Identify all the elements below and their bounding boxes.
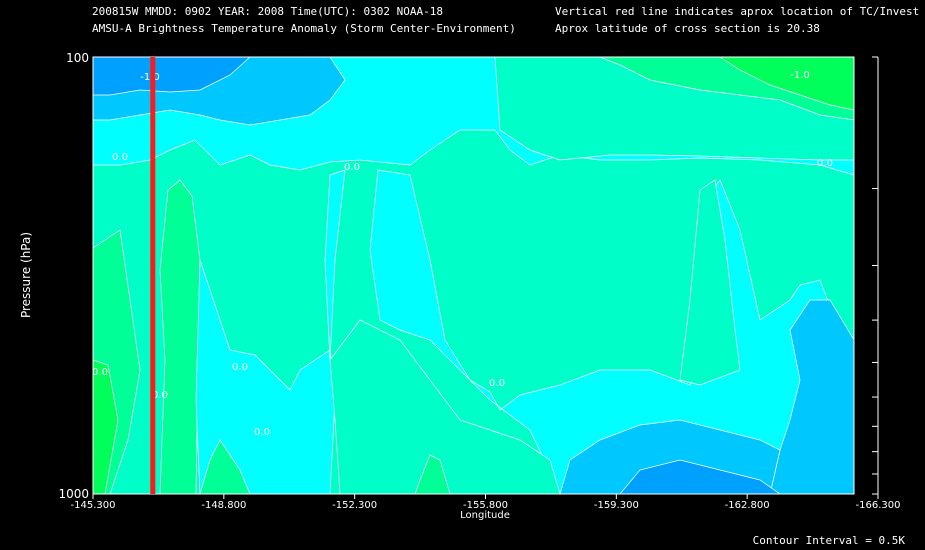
x-tick-label-5: -162.800 — [725, 500, 770, 511]
y-axis-label: Pressure (hPa) — [19, 231, 33, 319]
contour-label-8: 0.0 — [152, 390, 168, 401]
field-minus15-topleft — [92, 56, 251, 96]
x-tick-label-4: -159.300 — [594, 500, 639, 511]
field-minus05-center — [369, 169, 855, 495]
header-line1-right: Vertical red line indicates aprox locati… — [555, 5, 920, 18]
field-minus05-vert — [324, 169, 346, 361]
field-plus05-mid — [159, 179, 201, 495]
field-zero-lowermid — [329, 319, 561, 495]
plot-frame — [92, 56, 855, 495]
contour-label-2: 0.0 — [112, 152, 128, 163]
contour-interval: Contour Interval = 0.5K — [752, 534, 905, 547]
contour-label-9: 0.0 — [232, 362, 248, 373]
x-tick-label-6: -166.300 — [856, 500, 901, 511]
x-tick-marks: -145.300 -148.800 -152.300 -155.800 -159.300… — [71, 494, 901, 511]
x-tick-label-1: -148.800 — [201, 500, 246, 511]
header-line1-left: 200815W MMDD: 0902 YEAR: 2008 Time(UTC):… — [92, 5, 443, 18]
field-zero-rightmid — [679, 179, 741, 386]
contour-label-1: -1.0 — [790, 70, 810, 81]
x-tick-label-3: -155.800 — [463, 500, 508, 511]
header-line2-right: Aprox latitude of cross section is 20.38 — [555, 22, 820, 35]
contour-label-0: -1.0 — [140, 72, 160, 83]
plot-area — [92, 56, 855, 495]
contour-label-5: 0.0 — [92, 367, 108, 378]
x-axis-label: Longitude — [460, 510, 510, 521]
x-tick-label-0: -145.300 — [71, 500, 116, 511]
chart-title: AMSU-A Brightness Temperature Anomaly (S… — [92, 22, 516, 35]
contour-label-4: 0.0 — [344, 162, 360, 173]
y-tick-label-100: 100 — [66, 51, 89, 65]
field-plus05-lowermid — [414, 454, 451, 495]
contour-label-3: 0.0 — [817, 158, 833, 169]
y-tick-marks — [872, 56, 878, 495]
x-tick-label-2: -152.300 — [332, 500, 377, 511]
contour-labels: -1.0 -1.0 0.0 0.0 0.0 0.0 0.0 0.0 0.0 0.0 — [92, 70, 833, 438]
contour-label-7: 0.0 — [254, 427, 270, 438]
y-tick-label-1000: 1000 — [58, 487, 89, 501]
contour-label-6: 0.0 — [489, 378, 505, 389]
